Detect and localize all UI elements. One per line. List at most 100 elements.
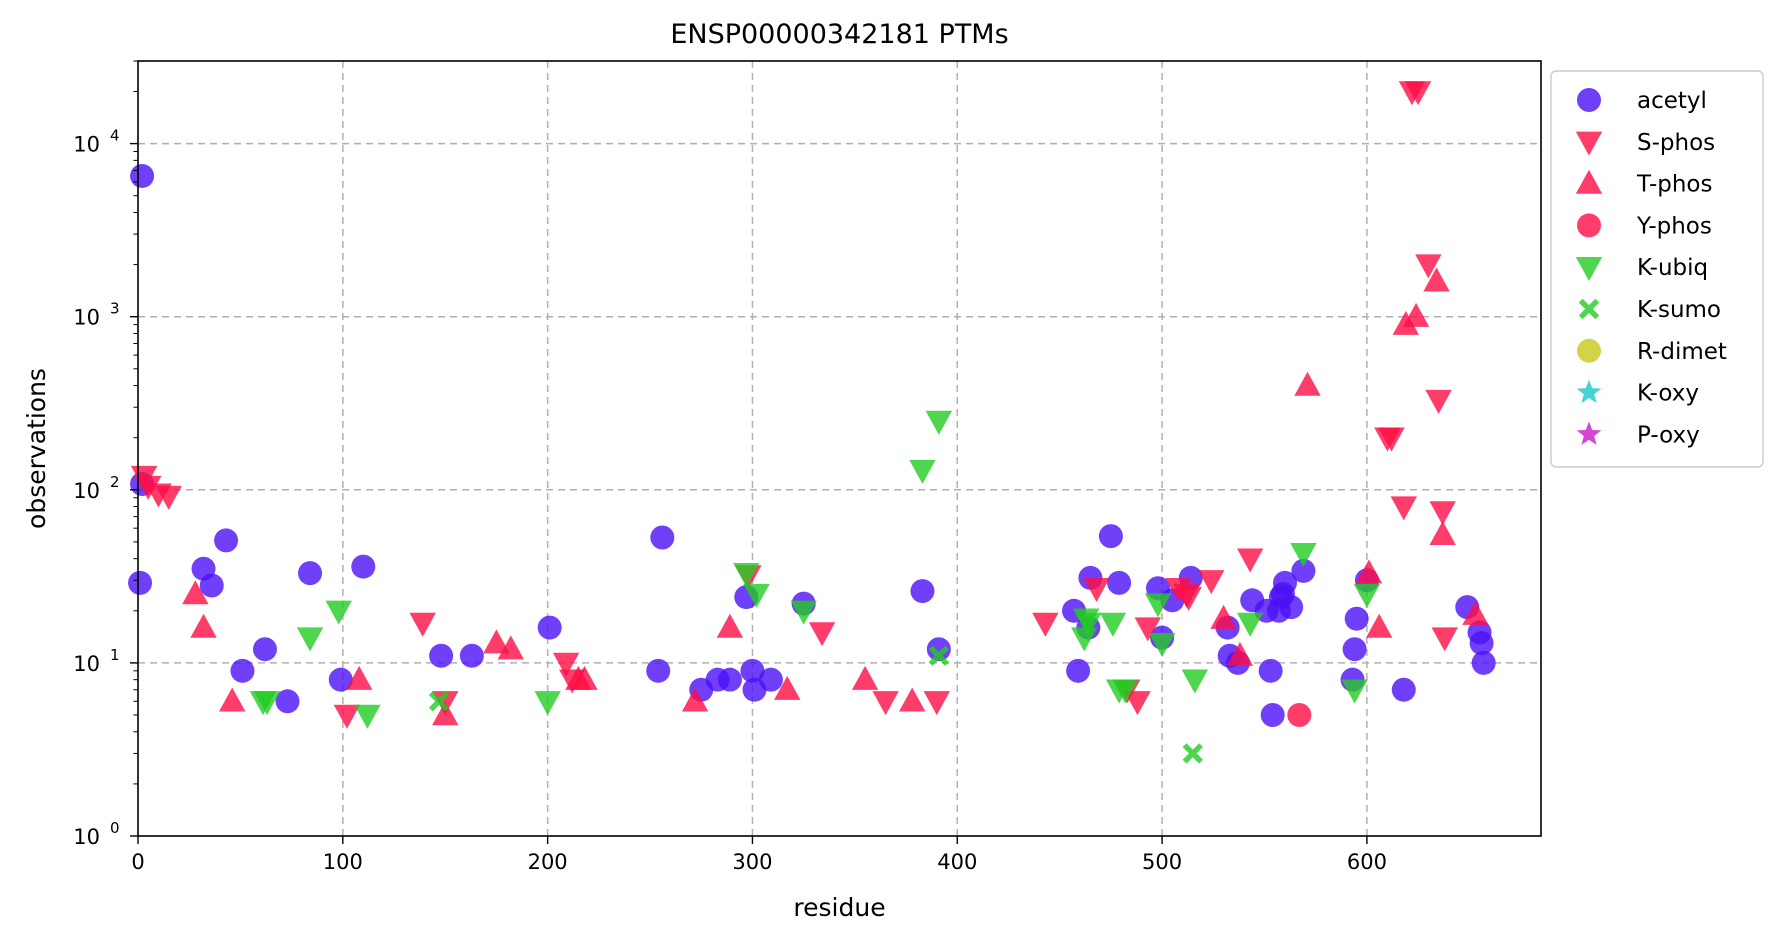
acetyl-point: [298, 561, 323, 586]
s-phos-point: [808, 622, 836, 647]
x-axis-label: residue: [793, 893, 885, 922]
acetyl-point: [926, 637, 951, 662]
s-phos-point: [409, 612, 436, 637]
acetyl-point: [1342, 637, 1367, 662]
acetyl-point: [1391, 677, 1416, 702]
s-phos-point: [1404, 81, 1432, 106]
x-tick-label: 0: [131, 850, 144, 874]
k-sumo-point: [928, 645, 950, 666]
t-phos-point: [190, 613, 217, 638]
data-points: [128, 81, 1496, 764]
acetyl-point: [1471, 650, 1496, 675]
acetyl-point: [1258, 658, 1283, 683]
acetyl-point: [1260, 703, 1285, 728]
t-phos-point: [774, 675, 801, 700]
k-ubiq-point: [1071, 627, 1098, 652]
s-phos-point: [1415, 254, 1442, 279]
t-phos-point: [1226, 641, 1254, 666]
s-phos-point: [923, 691, 950, 716]
acetyl-point: [650, 525, 675, 550]
k-ubiq-point: [296, 627, 324, 652]
acetyl-point: [740, 658, 765, 683]
y-tick-label: 10 1: [73, 646, 119, 676]
t-phos-point: [1365, 613, 1393, 638]
acetyl-point: [230, 658, 255, 683]
acetyl-point: [429, 643, 454, 668]
y-tick-label: 10 4: [73, 127, 119, 157]
t-phos-point: [219, 687, 246, 712]
k-ubiq-point: [1148, 632, 1176, 657]
t-phos-point: [1429, 520, 1456, 545]
legend: acetyl S-phos T-phos Y-phos K-ubiq K-sumo R-di…: [1550, 70, 1764, 468]
s-phos-point: [1083, 578, 1110, 603]
t-phos-point: [497, 635, 524, 660]
acetyl-point: [1098, 524, 1123, 549]
y-tick-label: 10 2: [73, 473, 119, 503]
s-phos-point: [155, 485, 182, 510]
acetyl-point: [1066, 658, 1091, 683]
k-ubiq-point: [1181, 669, 1209, 694]
k-ubiq-point: [253, 691, 281, 716]
t-phos-point: [1355, 559, 1383, 584]
t-phos-point: [483, 629, 510, 654]
k-ubiq-point: [534, 691, 561, 716]
legend-marker-acetyl: [1577, 88, 1601, 112]
legend-label-acetyl: acetyl: [1637, 88, 1707, 114]
acetyl-point: [199, 573, 224, 598]
acetyl-point: [275, 689, 300, 714]
s-phos-point: [1425, 389, 1452, 414]
k-ubiq-point: [743, 583, 770, 608]
acetyl-point: [646, 658, 671, 683]
x-tick-label: 300: [732, 850, 772, 874]
s-phos-point: [1431, 627, 1458, 652]
x-tick-label: 400: [937, 850, 977, 874]
legend-label-t-phos: T-phos: [1636, 172, 1712, 198]
k-ubiq-point: [909, 459, 936, 484]
t-phos-point: [1423, 267, 1450, 292]
chart-title: ENSP00000342181 PTMs: [670, 19, 1008, 50]
legend-marker-k-ubiq: [1575, 257, 1603, 281]
k-sumo-point: [1182, 743, 1204, 764]
y-axis-label: observations: [22, 368, 51, 529]
acetyl-point: [130, 163, 155, 188]
k-ubiq-point: [1112, 679, 1139, 704]
t-phos-point: [571, 665, 598, 690]
x-tick-label: 500: [1142, 850, 1182, 874]
k-ubiq-point: [1353, 583, 1381, 608]
s-phos-point: [333, 704, 361, 729]
acetyl-point: [758, 667, 783, 692]
acetyl-point: [1469, 631, 1494, 656]
t-phos-point: [346, 665, 373, 690]
t-phos-point: [1462, 600, 1489, 625]
acetyl-point: [214, 528, 239, 553]
s-phos-point: [872, 691, 899, 716]
k-ubiq-point: [790, 600, 817, 625]
s-phos-point: [1236, 548, 1264, 573]
legend-marker-r-dimet: [1577, 338, 1601, 363]
legend-marker-p-oxy: [1576, 421, 1602, 445]
k-ubiq-point: [1341, 679, 1368, 704]
legend-label-k-ubiq: K-ubiq: [1637, 255, 1708, 281]
k-ubiq-point: [325, 600, 352, 625]
s-phos-point: [1032, 612, 1059, 637]
legend-label-k-oxy: K-oxy: [1637, 381, 1699, 407]
acetyl-point: [1272, 570, 1297, 595]
legend-marker-k-sumo: [1578, 298, 1600, 320]
t-phos-point: [1294, 371, 1321, 396]
t-phos-point: [1210, 604, 1237, 629]
k-ubiq-point: [1099, 612, 1127, 637]
acetyl-point: [459, 643, 484, 668]
y-tick-label: 10 3: [73, 300, 119, 330]
acetyl-point: [537, 615, 562, 640]
s-phos-point: [1124, 691, 1151, 716]
s-phos-point: [1429, 501, 1456, 526]
s-phos-point: [1134, 617, 1161, 642]
t-phos-point: [681, 687, 709, 712]
acetyl-point: [128, 570, 153, 595]
s-phos-point: [1175, 586, 1202, 611]
x-tick-label: 100: [323, 850, 363, 874]
x-tick-label: 200: [528, 850, 568, 874]
s-phos-point: [1378, 427, 1405, 452]
t-phos-point: [432, 701, 459, 726]
